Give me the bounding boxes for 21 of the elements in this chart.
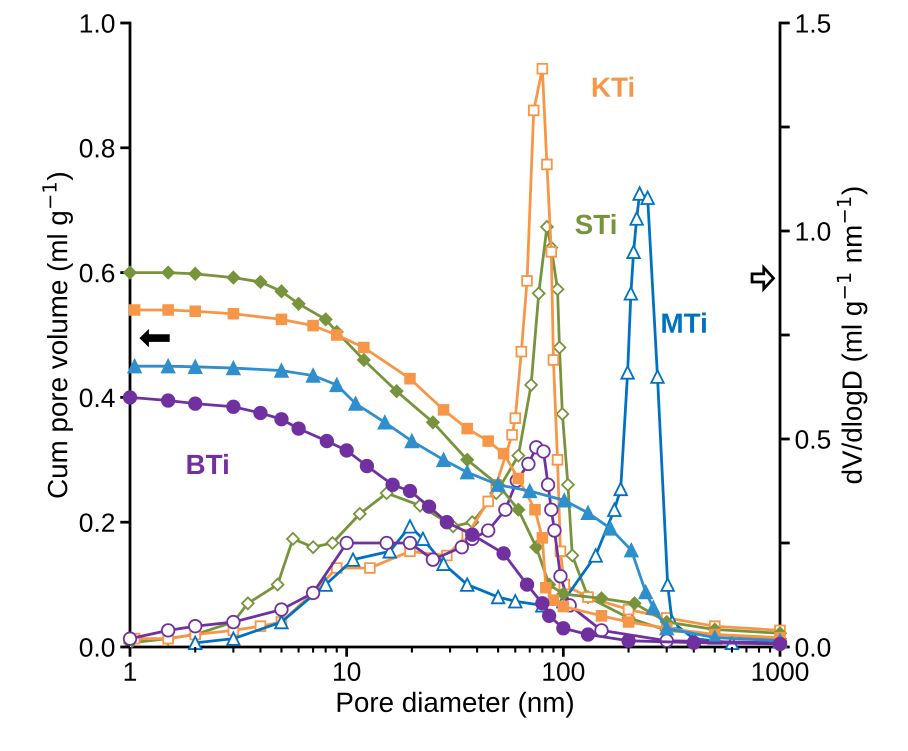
y2-tick-label: 0.5 [796,430,830,449]
y-tick-label: 0.6 [80,264,114,282]
y-tick-label: 0.2 [80,513,114,532]
y-tick-label: 0.4 [80,388,115,408]
x-tick-label: 1000 [752,662,808,681]
x-tick-label: 1 [124,662,136,681]
y2-tick-label: 1.5 [796,14,830,33]
series-label: KTi [592,76,634,97]
y-axis-title: Cum pore volume (ml g$^{−1}$) [42,173,73,498]
series-label: BTi [187,454,228,474]
y2-tick-label: 1.0 [796,222,830,241]
x-axis-title: Pore diameter (nm) [338,692,573,718]
y-tick-label: 0.8 [80,138,114,158]
y-tick-label: 1.0 [80,14,114,33]
y-tick-label: 0.0 [80,638,114,657]
x-tick-label: 10 [334,662,360,681]
series-label: STi [576,214,616,234]
x-tick-label: 100 [543,662,584,681]
y2-axis-title: dV/dlogD (ml g$^{−1}$ nm$^{−1}$) [836,188,868,484]
y2-tick-label: 0.0 [796,638,830,657]
series-label: MTi [662,312,706,333]
